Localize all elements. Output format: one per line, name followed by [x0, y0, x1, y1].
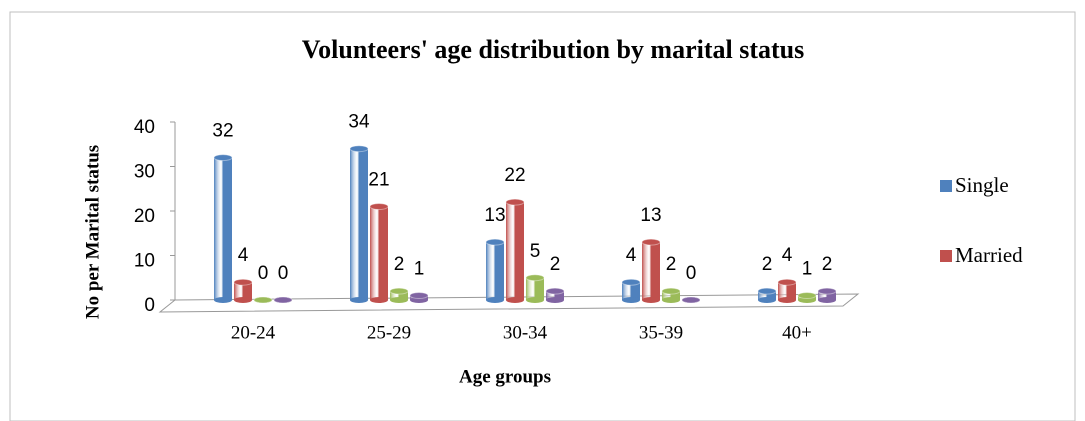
bar-base	[778, 297, 796, 303]
bar-base	[526, 297, 544, 303]
bar-top	[757, 287, 777, 295]
value-label: 0	[686, 263, 697, 284]
bar	[486, 242, 504, 300]
legend-label: Single	[955, 173, 1009, 197]
bar-base	[662, 297, 680, 303]
value-label: 32	[212, 121, 233, 142]
bar	[818, 291, 836, 300]
bar	[390, 291, 408, 300]
bar-base	[642, 297, 660, 303]
x-tick-label: 25-29	[367, 322, 411, 343]
bar-top	[505, 198, 525, 206]
value-label: 2	[666, 254, 677, 275]
y-tick-label: 10	[134, 251, 155, 272]
x-tick-label: 35-39	[639, 322, 683, 343]
x-tick-label: 40+	[782, 322, 812, 343]
value-label: 2	[550, 254, 561, 275]
bar-base	[410, 297, 428, 303]
bar-top	[273, 296, 293, 304]
y-tick-label: 40	[134, 117, 155, 138]
value-label: 5	[530, 241, 541, 262]
value-label: 2	[762, 254, 773, 275]
bar-base	[506, 297, 524, 303]
bar-base	[350, 297, 368, 303]
bar	[350, 148, 368, 300]
legend-label: Married	[955, 243, 1023, 267]
bar-base	[798, 297, 816, 303]
value-label: 22	[504, 165, 525, 186]
bar-top	[621, 278, 641, 286]
y-tick-label: 30	[134, 162, 155, 183]
bar-top	[213, 154, 233, 162]
bar-base	[390, 297, 408, 303]
bar	[506, 202, 524, 300]
x-axis-label: Age groups	[459, 366, 551, 387]
x-tick-label: 30-34	[503, 322, 548, 343]
bar-base	[486, 297, 504, 303]
bar-base	[818, 297, 836, 303]
value-label: 2	[822, 254, 833, 275]
bar-top	[681, 296, 701, 304]
bar-base	[622, 297, 640, 303]
bar-top	[233, 278, 253, 286]
value-label: 34	[348, 112, 370, 133]
value-label: 1	[414, 259, 425, 280]
bar-top	[253, 296, 273, 304]
chart-border	[9, 11, 1076, 421]
value-label: 4	[782, 245, 793, 266]
bar-top	[641, 238, 661, 246]
bar-top	[777, 278, 797, 286]
value-label: 4	[626, 245, 637, 266]
bar-base	[370, 297, 388, 303]
bar-top	[349, 145, 369, 153]
bar-top	[817, 287, 837, 295]
value-label: 0	[278, 263, 289, 284]
value-label: 2	[394, 254, 405, 275]
bar-top	[525, 274, 545, 282]
bar-top	[369, 203, 389, 211]
y-tick-label: 20	[134, 206, 155, 227]
y-axis-label: No per Marital status	[82, 145, 103, 319]
bar-top	[485, 238, 505, 246]
bar-top	[389, 287, 409, 295]
value-label: 0	[258, 263, 269, 284]
value-label: 13	[484, 205, 505, 226]
legend-swatch	[940, 180, 952, 192]
value-label: 4	[238, 245, 249, 266]
bar-base	[234, 297, 252, 303]
y-tick-label: 0	[144, 295, 155, 316]
bar-top	[797, 292, 817, 300]
bar-base	[546, 297, 564, 303]
value-label: 13	[640, 205, 661, 226]
bar-base	[214, 297, 232, 303]
x-tick-label: 20-24	[231, 322, 276, 343]
bar-top	[545, 287, 565, 295]
chart-title: Volunteers' age distribution by marital …	[302, 35, 804, 64]
bar	[622, 282, 640, 300]
bar	[546, 291, 564, 300]
bar-top	[661, 287, 681, 295]
legend-swatch	[940, 250, 952, 262]
bar	[642, 242, 660, 300]
bar	[758, 291, 776, 300]
value-label: 1	[802, 259, 813, 280]
bar	[234, 282, 252, 300]
value-label: 21	[368, 170, 389, 191]
bar	[526, 277, 544, 300]
bar-top	[409, 292, 429, 300]
bar	[214, 157, 232, 300]
bar-base	[758, 297, 776, 303]
bar	[778, 282, 796, 300]
bar	[370, 206, 388, 300]
bar	[662, 291, 680, 300]
